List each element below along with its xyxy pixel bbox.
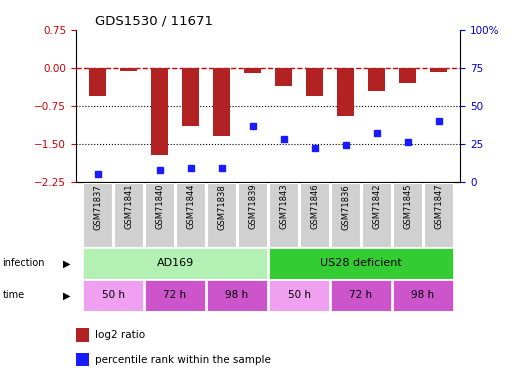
Bar xyxy=(89,68,106,96)
Text: 50 h: 50 h xyxy=(288,290,311,300)
Bar xyxy=(331,183,360,247)
Text: GSM71846: GSM71846 xyxy=(310,184,319,230)
Bar xyxy=(207,280,267,310)
Text: log2 ratio: log2 ratio xyxy=(95,330,145,340)
Bar xyxy=(120,68,137,70)
Bar xyxy=(83,183,112,247)
Bar xyxy=(76,328,89,342)
Text: GSM71836: GSM71836 xyxy=(341,184,350,230)
Text: GSM71843: GSM71843 xyxy=(279,184,288,230)
Text: infection: infection xyxy=(3,258,45,268)
Text: GDS1530 / 11671: GDS1530 / 11671 xyxy=(95,15,213,27)
Bar xyxy=(213,68,230,136)
Bar xyxy=(113,183,143,247)
Text: 98 h: 98 h xyxy=(412,290,435,300)
Text: 50 h: 50 h xyxy=(101,290,124,300)
Bar xyxy=(368,68,385,91)
Bar xyxy=(337,68,354,116)
Bar xyxy=(331,280,391,310)
Bar xyxy=(424,183,453,247)
Text: ▶: ▶ xyxy=(63,290,71,300)
Bar xyxy=(145,280,206,310)
Text: GSM71841: GSM71841 xyxy=(124,184,133,230)
Text: 72 h: 72 h xyxy=(349,290,372,300)
Bar xyxy=(269,280,329,310)
Text: ▶: ▶ xyxy=(63,258,71,268)
Text: 72 h: 72 h xyxy=(164,290,187,300)
Bar xyxy=(244,68,261,73)
Text: US28 deficient: US28 deficient xyxy=(320,258,402,268)
Bar xyxy=(269,248,453,279)
Text: AD169: AD169 xyxy=(156,258,194,268)
Bar xyxy=(182,68,199,126)
Text: GSM71837: GSM71837 xyxy=(93,184,102,230)
Text: GSM71845: GSM71845 xyxy=(403,184,412,230)
Bar xyxy=(393,280,453,310)
Bar xyxy=(393,183,423,247)
Text: time: time xyxy=(3,290,25,300)
Text: GSM71847: GSM71847 xyxy=(434,184,443,230)
Bar xyxy=(207,183,236,247)
Bar xyxy=(83,280,143,310)
Bar xyxy=(237,183,267,247)
Text: GSM71839: GSM71839 xyxy=(248,184,257,230)
Bar xyxy=(151,68,168,155)
Bar xyxy=(362,183,391,247)
Bar xyxy=(176,183,206,247)
Text: GSM71840: GSM71840 xyxy=(155,184,164,230)
Bar xyxy=(269,183,299,247)
Text: GSM71838: GSM71838 xyxy=(217,184,226,230)
Bar xyxy=(399,68,416,83)
Bar xyxy=(76,353,89,366)
Bar xyxy=(275,68,292,86)
Text: GSM71844: GSM71844 xyxy=(186,184,195,230)
Text: percentile rank within the sample: percentile rank within the sample xyxy=(95,354,271,364)
Text: GSM71842: GSM71842 xyxy=(372,184,381,230)
Bar xyxy=(83,248,267,279)
Text: 98 h: 98 h xyxy=(225,290,248,300)
Bar xyxy=(300,183,329,247)
Bar xyxy=(430,68,447,72)
Bar xyxy=(145,183,174,247)
Bar xyxy=(306,68,323,96)
